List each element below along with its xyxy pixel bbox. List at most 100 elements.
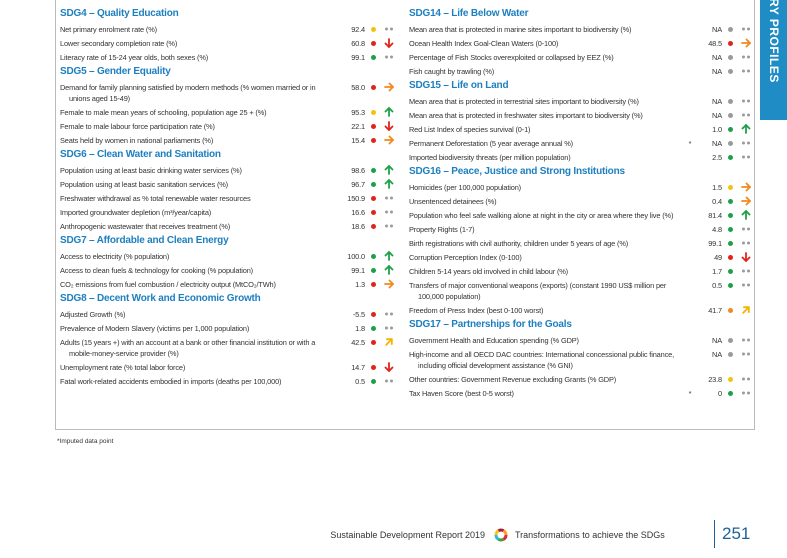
indicator-row: Fatal work-related accidents embodied in…	[60, 374, 397, 388]
indicator-row: Demand for family planning satisfied by …	[60, 80, 397, 105]
rating-dot	[727, 112, 733, 118]
indicator-label: Access to clean fuels & technology for c…	[60, 265, 253, 275]
rating-dot	[370, 364, 376, 370]
trend-cell	[738, 52, 754, 63]
rating-dot-cell	[722, 280, 738, 291]
dashboard-panel	[55, 0, 755, 430]
rating-dot	[370, 167, 376, 173]
indicator-label: Population who feel safe walking alone a…	[409, 210, 674, 220]
indicator-row: Seats held by women in national parliame…	[60, 133, 397, 147]
indicator-row: Property Rights (1-7) 4.8	[409, 222, 754, 236]
indicator-label: Female to male mean years of schooling, …	[60, 107, 267, 117]
rating-dot-cell	[722, 182, 738, 193]
indicator-value: NA	[712, 52, 722, 62]
trend-arrow	[742, 99, 750, 103]
indicator-row: Female to male labour force participatio…	[60, 119, 397, 133]
indicator-label: Homicides (per 100,000 population)	[409, 182, 521, 192]
indicator-value: NA	[712, 24, 722, 34]
rating-dot-cell	[365, 135, 381, 146]
indicator-label: Red List Index of species survival (0-1)	[409, 124, 531, 134]
trend-cell	[381, 82, 397, 93]
rating-dot	[370, 84, 376, 90]
trend-arrow	[742, 269, 750, 273]
rating-dot-cell	[365, 24, 381, 35]
indicator-label: Fish caught by trawling (%)	[409, 66, 495, 76]
wheel-seg	[494, 528, 508, 542]
indicator-label: Ocean Health Index Goal-Clean Waters (0-…	[409, 38, 559, 48]
indicator-label: Freshwater withdrawal as % total renewab…	[60, 193, 251, 203]
trend-cell	[381, 251, 397, 262]
left-column: SDG4 – Quality Education Net primary enro…	[60, 6, 397, 388]
indicator-row: Mean area that is protected in marine si…	[409, 22, 754, 36]
rating-dot	[727, 184, 733, 190]
rating-dot-cell	[722, 238, 738, 249]
rating-dot-cell	[365, 82, 381, 93]
trend-arrow	[384, 135, 394, 145]
imputed-marker: *	[688, 138, 692, 148]
indicator-label: CO₂ emissions from fuel combustion / ele…	[60, 279, 276, 289]
section-title: SDG16 – Peace, Justice and Strong Instit…	[409, 166, 625, 177]
indicator-row: Population using at least basic drinking…	[60, 163, 397, 177]
trend-arrow	[384, 179, 394, 189]
rating-dot-cell	[722, 96, 738, 107]
trend-cell	[738, 349, 754, 360]
rating-dot-cell	[722, 210, 738, 221]
rating-dot-cell	[722, 335, 738, 346]
section-title: SDG7 – Affordable and Clean Energy	[60, 235, 229, 246]
rating-dot	[370, 40, 376, 46]
trend-cell	[738, 182, 754, 193]
rating-dot	[370, 311, 376, 317]
indicator-row: Population who feel safe walking alone a…	[409, 208, 754, 222]
indicator-value: 1.8	[355, 323, 365, 333]
rating-dot	[727, 390, 733, 396]
indicator-row: Ocean Health Index Goal-Clean Waters (0-…	[409, 36, 754, 50]
rating-dot	[370, 195, 376, 201]
rating-dot	[370, 123, 376, 129]
tab-label: RY PROFILES	[767, 0, 781, 83]
trend-cell	[738, 152, 754, 163]
indicator-label: Prevalence of Modern Slavery (victims pe…	[60, 323, 250, 333]
side-tab: RY PROFILES	[760, 0, 787, 120]
trend-cell	[738, 252, 754, 263]
indicator-label: Unsentenced detainees (%)	[409, 196, 497, 206]
rating-dot-cell	[365, 376, 381, 387]
trend-cell	[738, 374, 754, 385]
trend-arrow	[742, 377, 750, 381]
trend-arrow	[742, 283, 750, 287]
rating-dot	[727, 226, 733, 232]
trend-cell	[381, 179, 397, 190]
indicator-value: 0.4	[712, 196, 722, 206]
section-title: SDG6 – Clean Water and Sanitation	[60, 149, 221, 160]
indicator-row: Children 5-14 years old involved in chil…	[409, 264, 754, 278]
trend-cell	[381, 121, 397, 132]
indicator-value: 0.5	[355, 376, 365, 386]
rating-dot-cell	[365, 337, 381, 348]
rating-dot-cell	[722, 266, 738, 277]
indicator-row: Literacy rate of 15-24 year olds, both s…	[60, 50, 397, 64]
rating-dot	[370, 378, 376, 384]
trend-cell	[381, 362, 397, 373]
indicator-label: Mean area that is protected in marine si…	[409, 24, 632, 34]
trend-cell	[381, 193, 397, 204]
rating-dot	[727, 254, 733, 260]
rating-dot	[727, 198, 733, 204]
indicator-row: Mean area that is protected in freshwate…	[409, 108, 754, 122]
rating-dot-cell	[722, 24, 738, 35]
indicator-row: Anthropogenic wastewater that receives t…	[60, 219, 397, 233]
rating-dot-cell	[722, 305, 738, 316]
indicator-label: Property Rights (1-7)	[409, 224, 475, 234]
wheel-seg	[494, 528, 508, 542]
indicator-label: Net primary enrolment rate (%)	[60, 24, 157, 34]
indicator-label: Lower secondary completion rate (%)	[60, 38, 178, 48]
rating-dot	[370, 253, 376, 259]
trend-arrow	[742, 391, 750, 395]
rating-dot-cell	[365, 121, 381, 132]
trend-arrow	[741, 252, 751, 262]
trend-arrow	[384, 121, 394, 131]
indicator-value: 15.4	[351, 135, 365, 145]
indicator-value: 100.0	[347, 251, 365, 261]
indicator-row: CO₂ emissions from fuel combustion / ele…	[60, 277, 397, 291]
indicator-value: NA	[712, 349, 722, 359]
rating-dot	[370, 26, 376, 32]
